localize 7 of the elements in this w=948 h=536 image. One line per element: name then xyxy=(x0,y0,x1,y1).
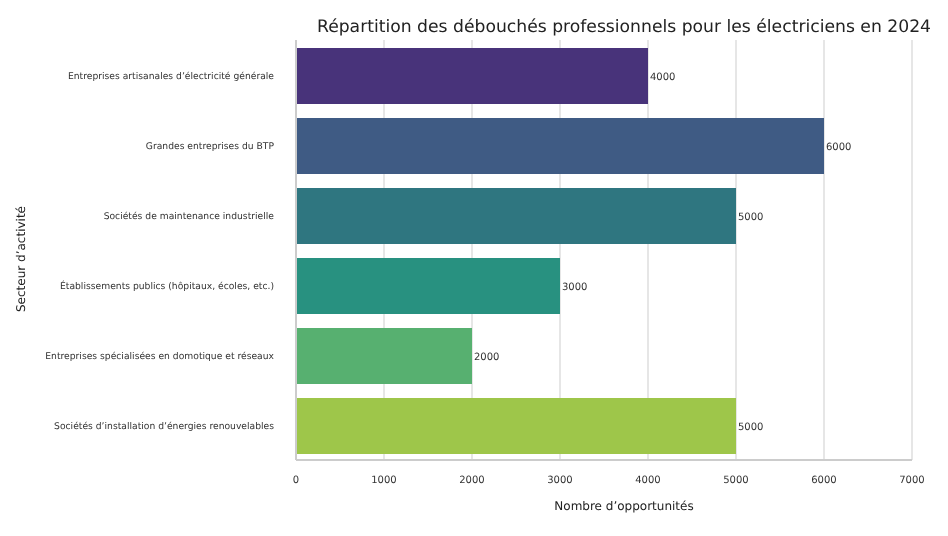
bar xyxy=(296,188,736,244)
bar xyxy=(296,48,648,104)
bar xyxy=(296,258,560,314)
bar xyxy=(296,398,736,454)
bar xyxy=(296,328,472,384)
bar xyxy=(296,118,824,174)
chart-title: Répartition des débouchés professionnels pour les électriciens en 2024 xyxy=(316,18,932,38)
